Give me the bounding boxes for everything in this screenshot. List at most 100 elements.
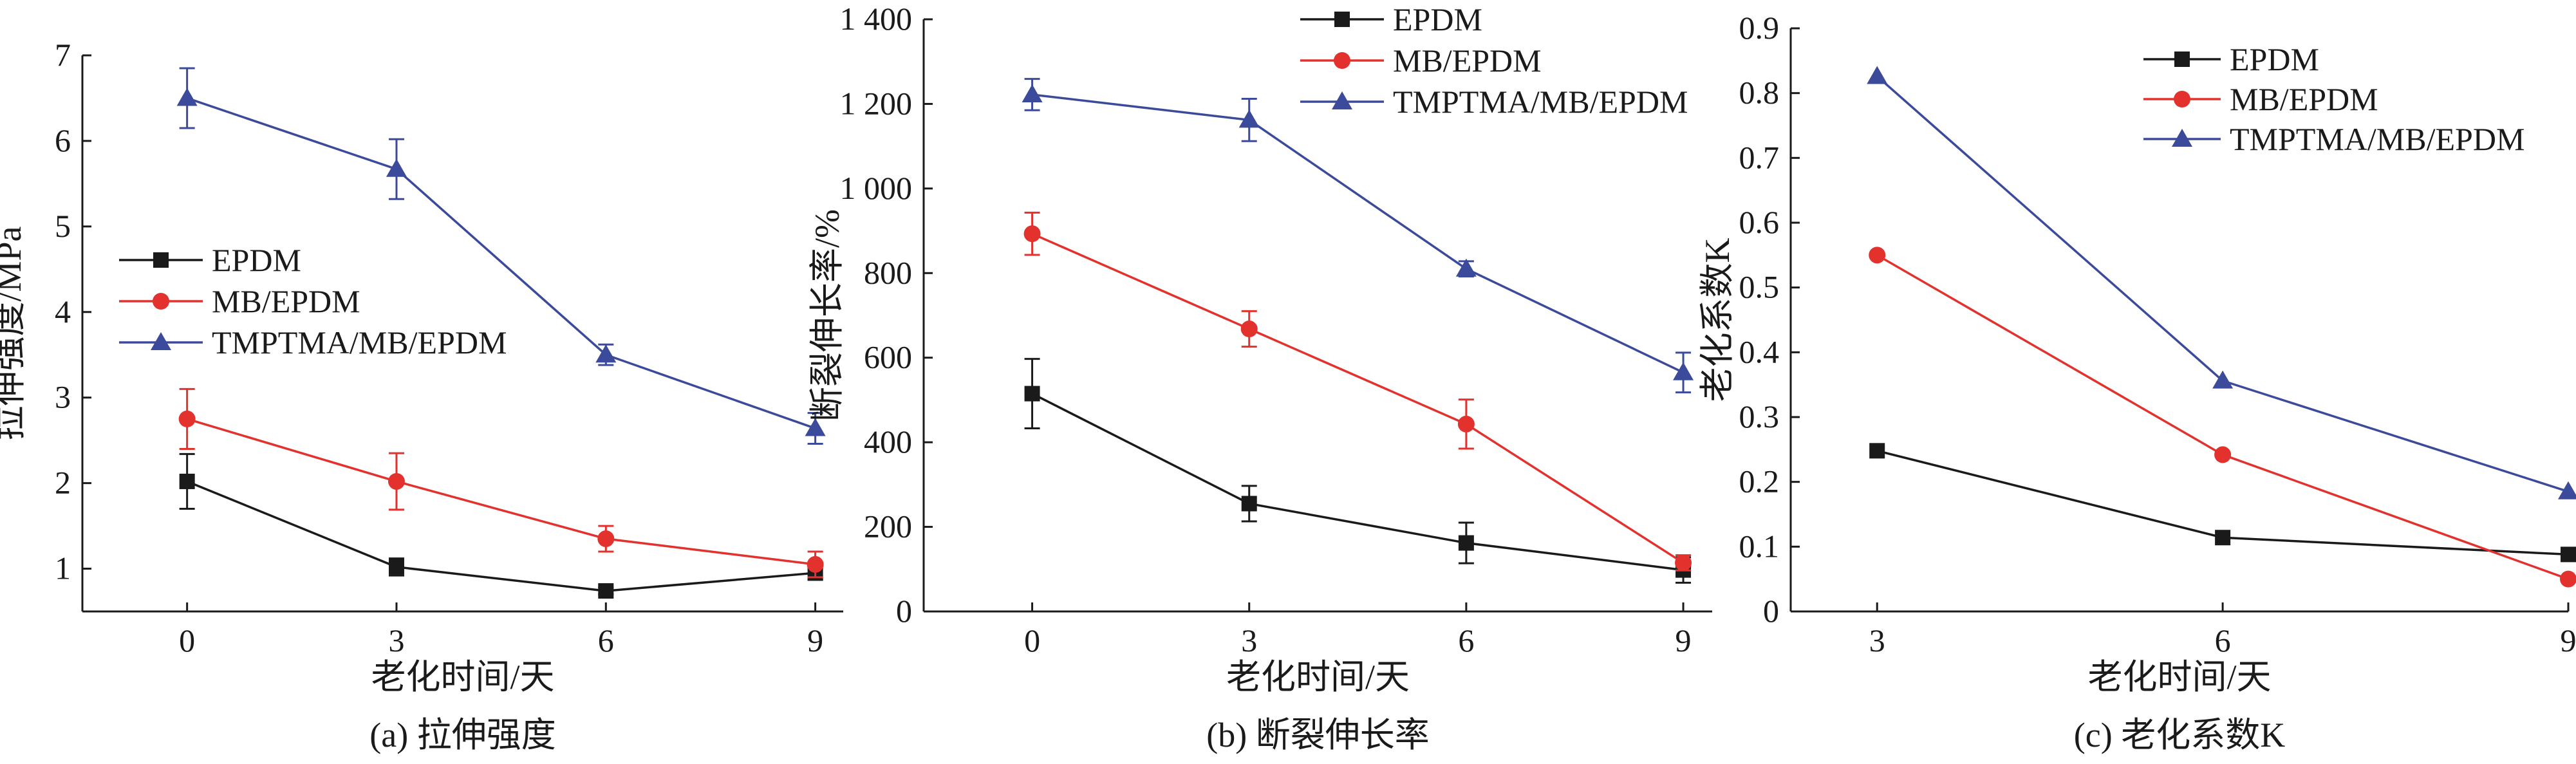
x-tick-label: 0 — [1024, 622, 1040, 658]
legend-label: EPDM — [212, 242, 301, 278]
series-line — [187, 419, 816, 564]
y-tick-label: 6 — [55, 122, 71, 158]
y-tick-label: 0.7 — [1739, 139, 1780, 175]
series-line — [1032, 234, 1683, 563]
x-axis-label: 老化时间/天 — [371, 658, 554, 696]
series-epdm — [180, 454, 823, 599]
legend-item: TMPTMA/MB/EPDM — [1300, 84, 1688, 120]
data-point — [179, 411, 196, 427]
x-tick-label: 0 — [179, 622, 195, 658]
data-point — [388, 473, 405, 490]
legend-marker — [1332, 91, 1352, 109]
legend-label: EPDM — [2230, 41, 2319, 77]
series-line — [187, 481, 816, 591]
y-tick-label: 0.9 — [1739, 10, 1780, 46]
x-tick-label: 6 — [2215, 622, 2231, 658]
y-tick-label: 1 — [55, 550, 71, 586]
y-tick-label: 3 — [55, 379, 71, 415]
data-point — [2560, 571, 2576, 588]
data-point — [2214, 446, 2231, 463]
data-point — [1025, 386, 1040, 402]
legend-item: MB/EPDM — [119, 283, 360, 319]
y-tick-label: 0 — [896, 593, 912, 629]
y-tick-label: 600 — [864, 339, 912, 375]
data-point — [1673, 362, 1694, 380]
y-tick-label: 0.2 — [1739, 463, 1780, 499]
x-axis-label: 老化时间/天 — [2087, 658, 2271, 696]
legend-label: EPDM — [1393, 1, 1482, 37]
data-point — [1242, 496, 1257, 511]
legend-marker — [1334, 12, 1350, 27]
legend: EPDM MB/EPDM TMPTMA/MB/EPDM — [2143, 41, 2525, 157]
x-tick-label: 9 — [2561, 622, 2576, 658]
legend-label: TMPTMA/MB/EPDM — [1393, 84, 1688, 120]
data-point — [177, 88, 198, 106]
x-tick-label: 9 — [1675, 622, 1692, 658]
y-tick-label: 200 — [864, 508, 912, 545]
series-line — [1032, 394, 1683, 570]
y-tick-label: 1 200 — [840, 85, 913, 121]
y-tick-label: 5 — [55, 208, 71, 244]
legend-item: MB/EPDM — [2143, 81, 2378, 117]
data-point — [1869, 247, 1885, 263]
data-point — [1459, 536, 1474, 551]
data-point — [1675, 554, 1692, 571]
chart-caption: (b) 断裂伸长率 — [1206, 716, 1429, 754]
legend-marker — [1334, 52, 1350, 69]
series-line — [1032, 95, 1683, 373]
y-axis-label: 老化系数K — [1698, 238, 1737, 402]
x-tick-label: 3 — [388, 622, 404, 658]
data-point — [2561, 546, 2576, 562]
x-tick-label: 6 — [1458, 622, 1474, 658]
chart-caption: (c) 老化系数K — [2074, 716, 2285, 754]
series-mb-epdm — [179, 389, 824, 577]
data-point — [1458, 416, 1475, 433]
y-tick-label: 0.4 — [1739, 333, 1780, 369]
data-point — [1867, 66, 1887, 84]
data-point — [1241, 321, 1258, 337]
data-point — [1024, 225, 1041, 242]
y-tick-label: 1 400 — [840, 1, 913, 37]
legend-item: TMPTMA/MB/EPDM — [119, 324, 507, 360]
y-tick-label: 0.6 — [1739, 204, 1780, 240]
series-epdm — [1025, 359, 1691, 583]
legend-label: MB/EPDM — [1393, 42, 1542, 79]
y-tick-label: 0.1 — [1739, 528, 1780, 564]
data-point — [389, 559, 404, 575]
y-axis-label: 拉伸强度/MPa — [0, 226, 28, 440]
legend-item: EPDM — [1300, 1, 1482, 37]
x-tick-label: 9 — [807, 622, 823, 658]
x-tick-label: 6 — [598, 622, 614, 658]
legend-marker — [2174, 51, 2190, 67]
data-point — [1022, 84, 1043, 102]
y-tick-label: 0 — [1763, 593, 1779, 629]
legend-marker — [2174, 91, 2190, 107]
data-point — [180, 474, 195, 489]
data-point — [597, 530, 614, 547]
legend-item: EPDM — [2143, 41, 2319, 77]
legend-label: MB/EPDM — [212, 283, 360, 319]
data-point — [807, 556, 824, 573]
legend-marker — [151, 332, 171, 350]
chart-caption: (a) 拉伸强度 — [369, 716, 555, 754]
legend: EPDM MB/EPDM TMPTMA/MB/EPDM — [119, 242, 507, 360]
y-tick-label: 1 000 — [840, 170, 913, 206]
legend-marker — [153, 252, 169, 268]
x-tick-label: 3 — [1869, 622, 1885, 658]
legend: EPDM MB/EPDM TMPTMA/MB/EPDM — [1300, 1, 1688, 120]
legend-label: MB/EPDM — [2230, 81, 2378, 117]
y-tick-label: 400 — [864, 424, 912, 460]
y-tick-label: 7 — [55, 37, 71, 73]
x-axis-label: 老化时间/天 — [1226, 658, 1410, 696]
data-point — [2215, 530, 2230, 545]
legend-item: TMPTMA/MB/EPDM — [2143, 121, 2525, 157]
y-axis-label: 断裂伸长率/% — [808, 209, 846, 422]
legend-marker — [153, 293, 169, 310]
y-tick-label: 0.8 — [1739, 75, 1780, 111]
legend-label: TMPTMA/MB/EPDM — [212, 324, 507, 360]
